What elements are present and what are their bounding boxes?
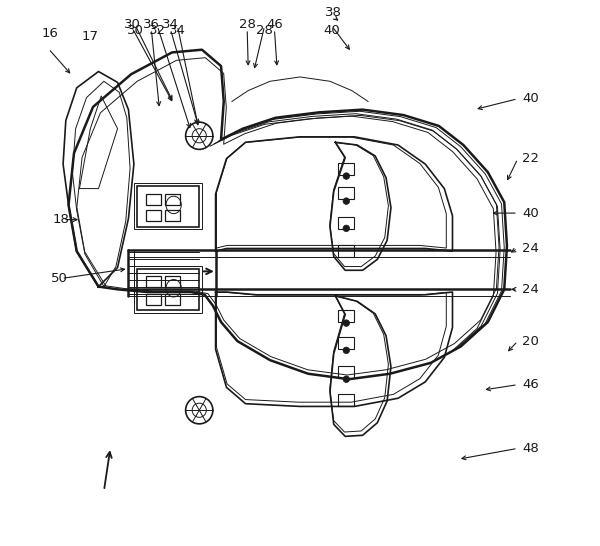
Text: 46: 46 xyxy=(522,378,539,391)
Text: 50: 50 xyxy=(50,272,67,285)
Circle shape xyxy=(343,320,350,327)
Circle shape xyxy=(343,173,350,179)
Text: 46: 46 xyxy=(266,17,283,31)
Bar xyxy=(134,183,202,229)
Bar xyxy=(338,394,355,406)
Bar xyxy=(338,337,355,349)
Bar xyxy=(338,310,355,322)
Text: 48: 48 xyxy=(522,442,539,455)
Bar xyxy=(146,194,161,205)
Text: 34: 34 xyxy=(162,17,179,31)
Circle shape xyxy=(343,225,350,232)
Bar xyxy=(338,366,355,378)
Text: 20: 20 xyxy=(522,335,539,348)
Bar xyxy=(146,276,161,287)
Bar xyxy=(165,276,180,287)
Circle shape xyxy=(343,347,350,354)
Text: 40: 40 xyxy=(323,24,340,37)
Bar xyxy=(165,294,180,305)
Text: 40: 40 xyxy=(522,206,539,219)
Bar xyxy=(165,194,180,205)
Bar xyxy=(137,269,199,310)
Text: 22: 22 xyxy=(522,152,539,165)
Text: 36: 36 xyxy=(143,17,160,31)
Text: 18: 18 xyxy=(52,213,69,226)
Text: 28: 28 xyxy=(256,24,273,37)
Bar xyxy=(338,217,355,229)
Bar xyxy=(338,187,355,199)
Bar xyxy=(137,186,199,227)
Text: 32: 32 xyxy=(149,24,166,37)
Circle shape xyxy=(343,376,350,382)
Text: 24: 24 xyxy=(522,242,539,255)
Bar xyxy=(338,163,355,175)
Bar xyxy=(338,245,355,257)
Text: 28: 28 xyxy=(239,17,256,31)
Text: 17: 17 xyxy=(82,29,99,43)
Text: 38: 38 xyxy=(325,6,342,19)
Text: 30: 30 xyxy=(127,24,144,37)
Bar xyxy=(134,266,202,313)
Text: 24: 24 xyxy=(522,283,539,296)
Text: 34: 34 xyxy=(169,24,186,37)
Text: 40: 40 xyxy=(522,92,539,105)
Bar xyxy=(146,294,161,305)
Text: 30: 30 xyxy=(124,17,141,31)
Bar xyxy=(165,210,180,221)
Text: 16: 16 xyxy=(41,27,58,40)
Bar xyxy=(146,210,161,221)
Circle shape xyxy=(343,198,350,204)
